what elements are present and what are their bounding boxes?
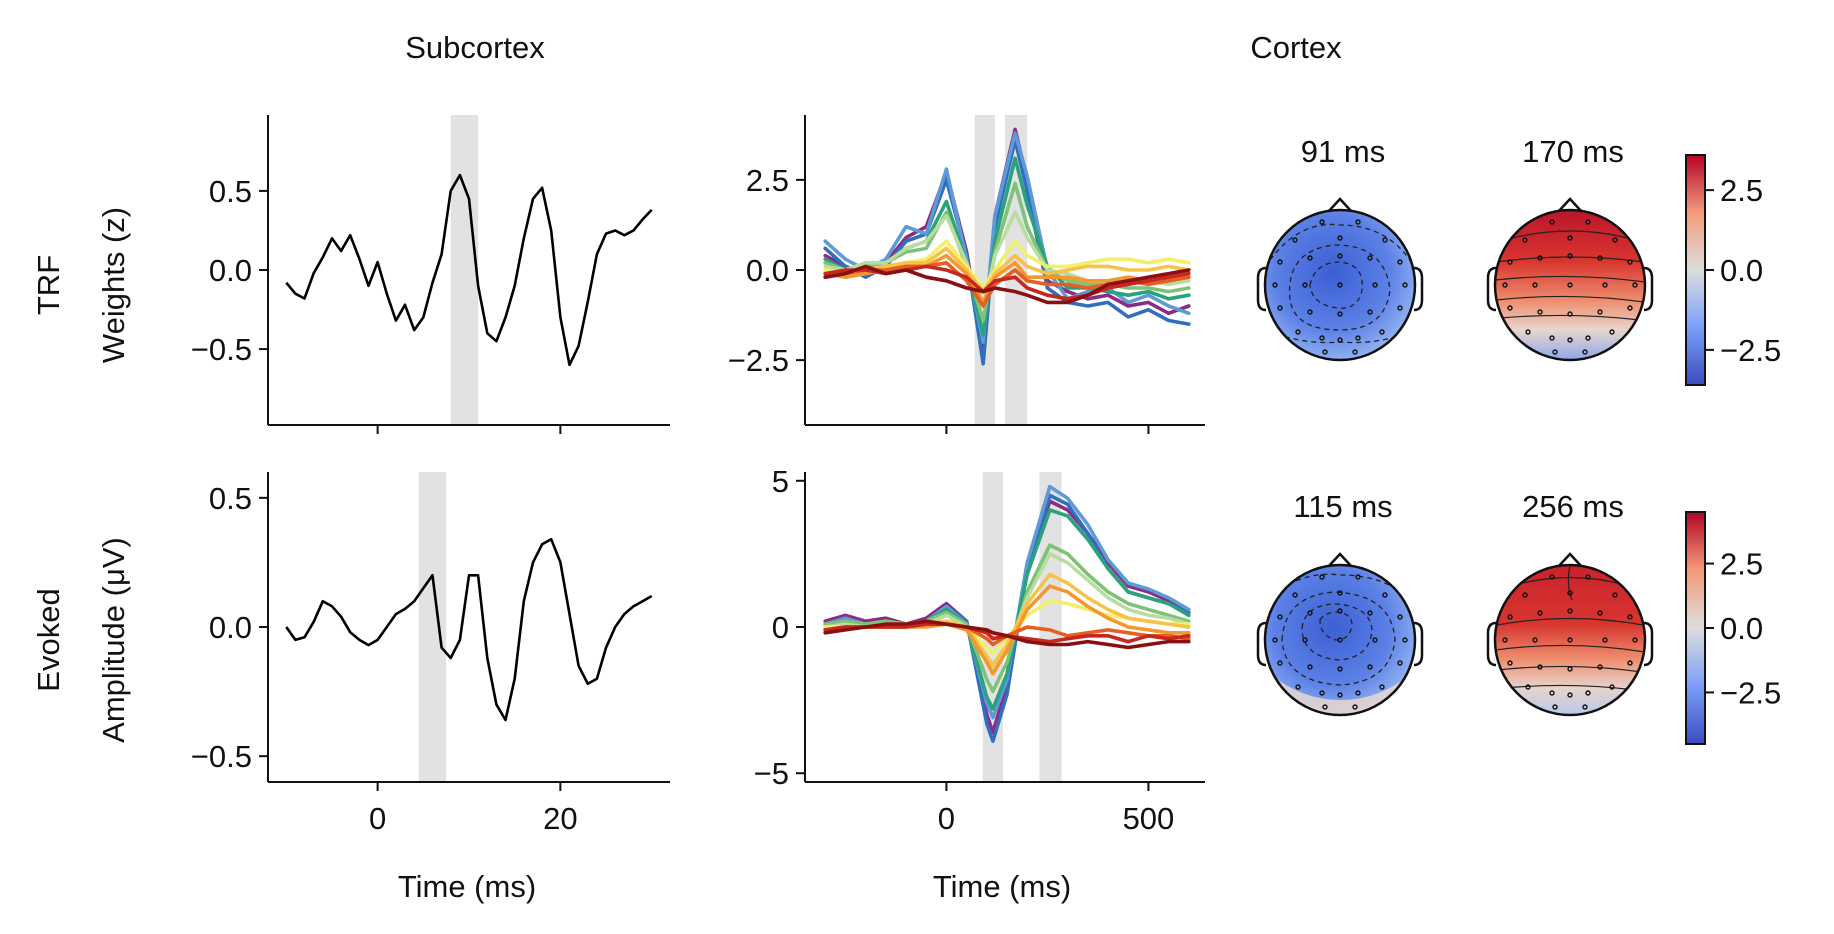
trf-axis-label: Weights (z) [96,207,131,363]
topomap-head-outline [1263,563,1417,717]
topomap-contour [1309,261,1363,309]
series-line [823,484,1191,720]
y-tick-label: 0.0 [746,253,789,288]
topomap-contour [1495,275,1645,283]
topomap-head-outline [1493,208,1647,362]
topomap-nose [1557,197,1583,213]
cortex-trf-panel: 2.5 0.0 −2.5 [728,115,1205,434]
topomap-nose [1327,197,1353,213]
topomap-right-ear [1643,621,1654,667]
topomap-sensors [1502,219,1638,355]
topomap-right-ear [1643,266,1654,312]
trf-row-label: TRF [31,255,66,315]
topomap-contour [1495,644,1645,653]
topomap-head-outline [1263,208,1417,362]
evoked-row-label: Evoked [31,588,66,691]
topomap-256ms [1486,552,1654,717]
topomap-contour [1495,295,1645,303]
topomap-nose [1327,552,1353,568]
topomap-170ms [1486,197,1654,362]
topomap-contour [1496,617,1644,626]
topomap-contour [1495,256,1645,263]
series-line [285,173,653,367]
topomap-left-ear [1486,621,1497,667]
series-line [823,622,1191,644]
subcortex-evoked-panel: 0.5 0.0 −0.5 0 20 [191,472,670,836]
series-line [285,537,653,722]
cortex-xlabel: Time (ms) [933,869,1071,904]
y-tick-label: 0 [772,610,789,645]
topomap-sensors [1272,574,1408,710]
colorbar-gradient [1685,154,1706,386]
series-line [823,543,1191,694]
y-tick-label: 0.0 [209,253,252,288]
subcortex-trf-panel: 0.5 0.0 −0.5 [191,115,670,434]
x-tick-label: 20 [543,801,577,836]
topomap-contour [1514,576,1626,586]
topomap-title-256: 256 ms [1522,489,1624,524]
subcortex-title: Subcortex [405,30,545,65]
series-line [823,246,1191,294]
topomap-contour [1288,244,1391,331]
topomap-left-ear [1256,621,1267,667]
topomap-left-ear [1256,266,1267,312]
topomap-115ms [1256,552,1424,717]
colorbar-tick-label: 0.0 [1720,611,1763,646]
series-line [823,499,1191,735]
topomap-contour [1504,684,1636,691]
cortex-evoked-panel: 5 0 −5 0 500 [754,464,1205,836]
colorbar-tick-label: 2.5 [1720,547,1763,582]
colorbar-tick-label: 0.0 [1720,253,1763,288]
y-tick-label: 0.5 [209,174,252,209]
topomap-title-91: 91 ms [1301,134,1385,169]
y-tick-label: 5 [772,464,789,499]
series-line [823,264,1191,305]
colorbar-gradient [1685,511,1706,745]
cortex-title: Cortex [1250,30,1342,65]
x-tick-label: 0 [369,801,386,836]
topomap-title-170: 170 ms [1522,134,1624,169]
topomap-contour [1269,223,1411,261]
topomap-nose [1557,552,1583,568]
y-tick-label: −0.5 [191,739,252,774]
topomap-field [1495,565,1645,715]
y-tick-label: 0.5 [209,481,252,516]
y-tick-label: −2.5 [728,343,789,378]
highlight-band [418,472,447,782]
x-tick-label: 500 [1123,801,1175,836]
y-tick-label: 2.5 [746,163,789,198]
topomap-contour [1567,565,1573,601]
y-tick-label: −5 [754,756,789,791]
topomap-contour [1319,611,1353,641]
colorbar-trf: 2.5 0.0 −2.5 [1685,154,1781,386]
highlight-band [450,115,479,425]
colorbar-tick-label: −2.5 [1720,675,1781,710]
topomap-contour [1281,591,1396,686]
topomap-contour [1301,603,1373,661]
evoked-axis-label: Amplitude (μV) [96,537,131,743]
series-line [823,131,1191,344]
y-tick-label: 0.0 [209,610,252,645]
topomap-head-outline [1493,563,1647,717]
topomap-right-ear [1413,621,1424,667]
topomap-sensors [1502,574,1638,710]
x-tick-label: 0 [938,801,955,836]
topomap-field [1265,210,1415,360]
series-line [823,619,1191,650]
y-tick-label: −0.5 [191,332,252,367]
topomap-contour [1504,230,1636,241]
topomap-field [1495,210,1645,360]
subcortex-xlabel: Time (ms) [398,869,536,904]
topomap-left-ear [1486,266,1497,312]
colorbar-tick-label: 2.5 [1720,173,1763,208]
topomap-field [1265,565,1415,715]
topomap-sensors [1272,219,1408,355]
topomap-title-115: 115 ms [1293,489,1392,524]
colorbar-evoked: 2.5 0.0 −2.5 [1685,511,1781,745]
topomap-right-ear [1413,266,1424,312]
topomap-91ms [1256,197,1424,362]
colorbar-tick-label: −2.5 [1720,333,1781,368]
